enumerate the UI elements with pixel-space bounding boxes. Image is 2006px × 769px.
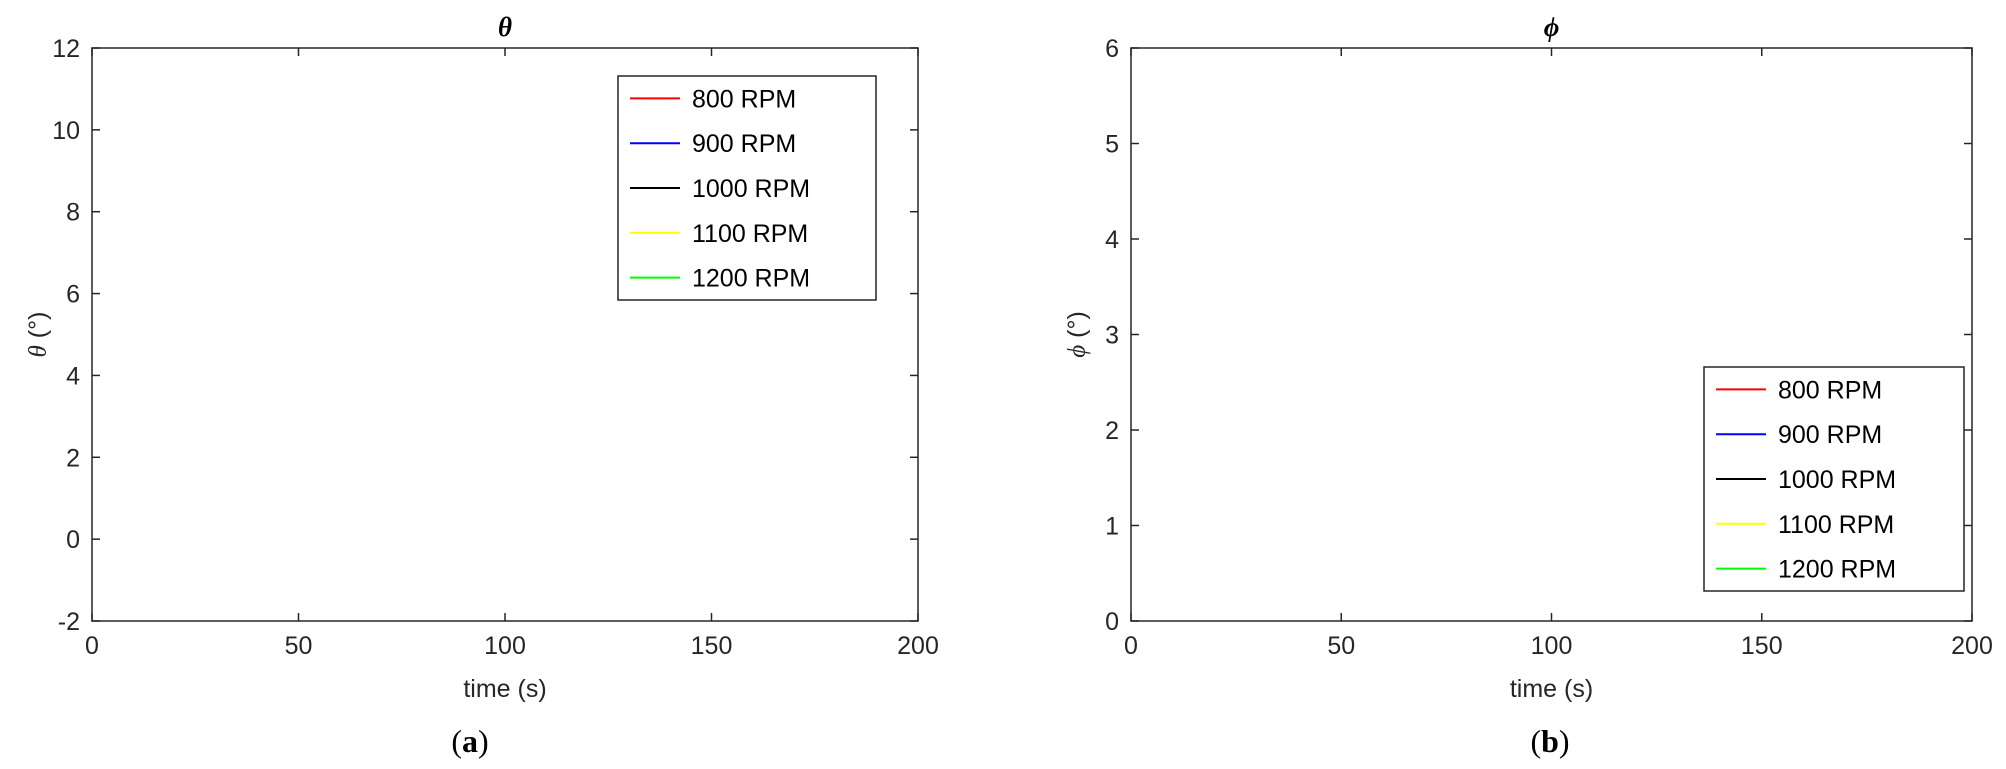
x-tick-label: 0: [85, 632, 99, 660]
x-tick-label: 200: [897, 632, 939, 660]
legend-label: 900 RPM: [692, 130, 796, 158]
legend-label: 1000 RPM: [692, 175, 810, 203]
y-tick-label: 3: [1105, 322, 1119, 350]
y-tick-label: 4: [1105, 226, 1119, 254]
y-tick-label: 12: [52, 35, 80, 63]
x-tick-label: 0: [1124, 632, 1138, 660]
legend-label: 1100 RPM: [1778, 511, 1894, 539]
caption-open-paren: (: [451, 723, 462, 759]
y-tick-label: 6: [66, 281, 80, 309]
panel-title: ϕ: [1544, 12, 1560, 42]
x-tick-label: 100: [484, 632, 526, 660]
caption-open-paren: (: [1530, 723, 1541, 759]
panel-caption: (b): [1530, 723, 1569, 759]
y-axis-label: ϕ (°): [1063, 311, 1091, 358]
y-tick-label: 6: [1105, 35, 1119, 63]
y-tick-label: 2: [66, 444, 80, 472]
y-tick-label: 2: [1105, 417, 1119, 445]
y-tick-label: 5: [1105, 131, 1119, 159]
legend-label: 1100 RPM: [692, 220, 808, 248]
y-tick-label: 10: [52, 117, 80, 145]
y-tick-label: 8: [66, 199, 80, 227]
x-tick-label: 50: [1327, 632, 1355, 660]
y-tick-label: 0: [66, 526, 80, 554]
legend-label: 1200 RPM: [692, 265, 810, 293]
legend-label: 800 RPM: [692, 85, 796, 113]
x-tick-label: 150: [1741, 632, 1783, 660]
x-tick-label: 200: [1951, 632, 1993, 660]
panel-b: 0 50 100 150 200 0 1 2 3 4 5 6 ϕ time (s) ϕ (°) 800 RPM…: [1063, 12, 1993, 759]
x-tick-label: 150: [691, 632, 733, 660]
caption-letter: a: [462, 723, 478, 759]
x-tick-label: 100: [1531, 632, 1573, 660]
caption-close-paren: ): [1559, 723, 1570, 759]
caption-close-paren: ): [478, 723, 489, 759]
legend-label: 800 RPM: [1778, 376, 1882, 404]
y-tick-label: -2: [58, 608, 80, 636]
legend-label: 1000 RPM: [1778, 466, 1896, 494]
y-tick-label: 1: [1105, 513, 1119, 541]
y-axis-label: θ (°): [24, 312, 52, 358]
y-tick-label: 0: [1105, 608, 1119, 636]
x-axis-label: time (s): [1510, 675, 1593, 703]
y-axis-unit: (°): [1063, 311, 1091, 345]
caption-letter: b: [1541, 723, 1559, 759]
panel-title: θ: [498, 12, 512, 42]
y-tick-label: 4: [66, 362, 80, 390]
legend-label: 900 RPM: [1778, 421, 1882, 449]
panel-caption: (a): [451, 723, 488, 759]
y-axis-symbol: θ: [25, 345, 52, 357]
y-axis-symbol: ϕ: [1064, 345, 1091, 358]
legend-label: 1200 RPM: [1778, 556, 1896, 584]
y-axis-unit: (°): [24, 312, 52, 346]
x-tick-label: 50: [285, 632, 313, 660]
x-axis-label: time (s): [463, 675, 546, 703]
